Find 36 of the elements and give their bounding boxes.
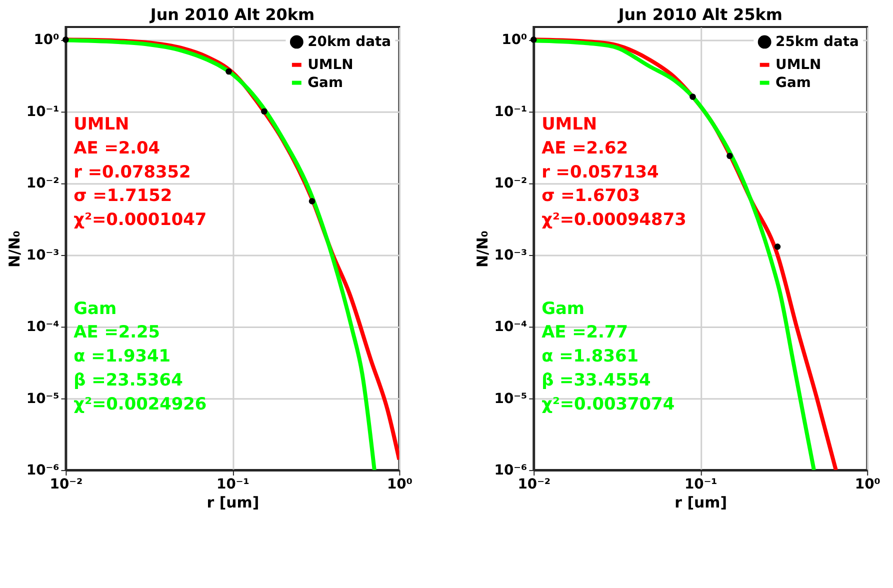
y-tick-label: 10⁻³ <box>26 247 60 264</box>
annotation: Gam AE =2.25 α =1.9341 β =23.5364 χ²=0.0024926 <box>74 298 207 414</box>
y-tick-label: 10⁰ <box>34 32 60 48</box>
y-tick-label: 10⁻¹ <box>26 104 60 120</box>
y-tick-label: 10⁻⁴ <box>494 319 528 336</box>
x-axis-title: r [um] <box>206 493 260 512</box>
x-tick-label: 10⁻¹ <box>216 476 250 492</box>
y-tick-label: 10⁻³ <box>494 247 528 264</box>
annotation: UMLN AE =2.04 r =0.078352 σ =1.7152 χ²=0.0001047 <box>74 114 207 230</box>
y-tick-label: 10⁻⁵ <box>26 390 60 407</box>
x-tick-label: 10⁻² <box>50 476 83 492</box>
annotation: Gam AE =2.77 α =1.8361 β =33.4554 χ²=0.0037074 <box>542 298 675 414</box>
legend-label: UMLN <box>308 56 354 73</box>
y-tick-label: 10⁻² <box>494 176 528 192</box>
y-tick-label: 10⁻⁶ <box>494 462 528 479</box>
y-axis-title: N/N₀ <box>5 230 24 268</box>
x-tick-label: 10⁻¹ <box>684 476 718 492</box>
y-tick-label: 10⁻⁴ <box>26 319 60 336</box>
annotation: UMLN AE =2.62 r =0.057134 σ =1.6703 χ²=0.00094873 <box>542 114 686 230</box>
legend-label: Gam <box>776 74 811 91</box>
legend-label: 25km data <box>776 34 859 50</box>
x-tick-label: 10⁰ <box>854 476 880 492</box>
x-tick-label: 10⁻² <box>518 476 551 492</box>
legend-label: Gam <box>308 74 343 91</box>
x-axis-title: r [um] <box>674 493 728 512</box>
y-tick-label: 10⁻² <box>26 176 60 192</box>
y-tick-label: 10⁻⁶ <box>26 462 60 479</box>
x-tick-label: 10⁰ <box>386 476 412 492</box>
chart-title: Jun 2010 Alt 20km <box>149 5 315 24</box>
y-tick-label: 10⁻⁵ <box>494 390 528 407</box>
y-tick-label: 10⁻¹ <box>494 104 528 120</box>
y-axis-title: N/N₀ <box>473 230 492 268</box>
chart-title: Jun 2010 Alt 25km <box>617 5 782 24</box>
legend-label: 20km data <box>308 34 392 50</box>
legend-label: UMLN <box>776 56 822 73</box>
y-tick-label: 10⁰ <box>502 32 528 48</box>
